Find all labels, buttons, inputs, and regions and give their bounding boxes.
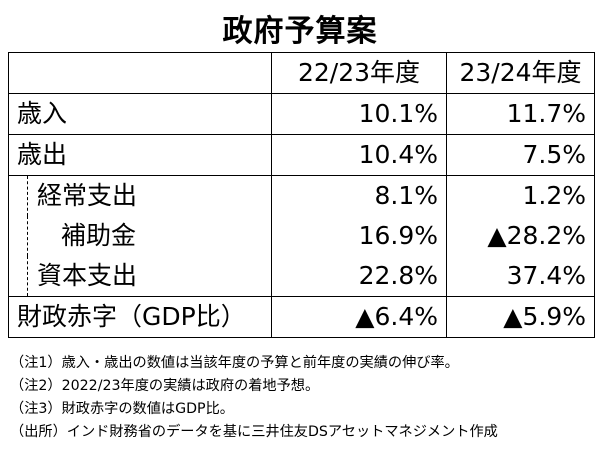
- value-fiscal-deficit-fy2324: ▲5.9%: [446, 296, 595, 338]
- value-revenue-fy2324: 11.7%: [446, 93, 595, 135]
- value-capital-expenditure-fy2223: 22.8%: [271, 256, 447, 297]
- value-expenditure-fy2223: 10.4%: [271, 134, 447, 176]
- table-row-revenue: 歳入 10.1% 11.7%: [8, 93, 595, 135]
- value-subsidies-fy2223: 16.9%: [271, 216, 447, 256]
- row-label-text: 資本支出: [37, 261, 138, 290]
- value-current-expenditure-fy2223: 8.1%: [271, 175, 447, 216]
- row-label-capital-expenditure: 資本支出: [8, 256, 272, 297]
- value-revenue-fy2223: 10.1%: [271, 93, 447, 135]
- row-label-expenditure: 歳出: [8, 134, 272, 176]
- footnotes: （注1）歳入・歳出の数値は当該年度の予算と前年度の実績の伸び率。 （注2）202…: [10, 352, 595, 444]
- footnote-3: （注3）財政赤字の数値はGDP比。: [10, 401, 234, 417]
- dashed-divider: [27, 216, 28, 256]
- dashed-divider: [27, 176, 28, 216]
- header-fy2223: 22/23年度: [271, 52, 447, 94]
- budget-table: 22/23年度 23/24年度 歳入 10.1% 11.7% 歳出 10.4% …: [8, 52, 595, 338]
- table-row-capital-expenditure: 資本支出 22.8% 37.4%: [8, 256, 595, 297]
- value-subsidies-fy2324: ▲28.2%: [446, 216, 595, 256]
- header-empty-cell: [8, 52, 272, 94]
- row-label-current-expenditure: 経常支出: [8, 175, 272, 216]
- value-expenditure-fy2324: 7.5%: [446, 134, 595, 176]
- table-row-subsidies: 補助金 16.9% ▲28.2%: [8, 216, 595, 256]
- row-label-subsidies: 補助金: [8, 216, 272, 256]
- table-row-fiscal-deficit: 財政赤字（GDP比） ▲6.4% ▲5.9%: [8, 296, 595, 338]
- table-header-row: 22/23年度 23/24年度: [8, 52, 595, 94]
- row-label-fiscal-deficit: 財政赤字（GDP比）: [8, 296, 272, 338]
- footnote-1: （注1）歳入・歳出の数値は当該年度の予算と前年度の実績の伸び率。: [10, 355, 459, 371]
- value-capital-expenditure-fy2324: 37.4%: [446, 256, 595, 297]
- table-row-expenditure: 歳出 10.4% 7.5%: [8, 134, 595, 176]
- row-label-text: 補助金: [61, 221, 137, 250]
- value-fiscal-deficit-fy2223: ▲6.4%: [271, 296, 447, 338]
- page-title: 政府予算案: [222, 14, 378, 49]
- header-fy2324: 23/24年度: [446, 52, 595, 94]
- dashed-divider: [27, 256, 28, 296]
- row-label-revenue: 歳入: [8, 93, 272, 135]
- table-row-current-expenditure: 経常支出 8.1% 1.2%: [8, 175, 595, 216]
- footnote-2: （注2）2022/23年度の実績は政府の着地予想。: [10, 378, 320, 394]
- value-current-expenditure-fy2324: 1.2%: [446, 175, 595, 216]
- row-label-text: 経常支出: [37, 181, 138, 210]
- footnote-source: （出所）インド財務省のデータを基に三井住友DSアセットマネジメント作成: [10, 424, 498, 440]
